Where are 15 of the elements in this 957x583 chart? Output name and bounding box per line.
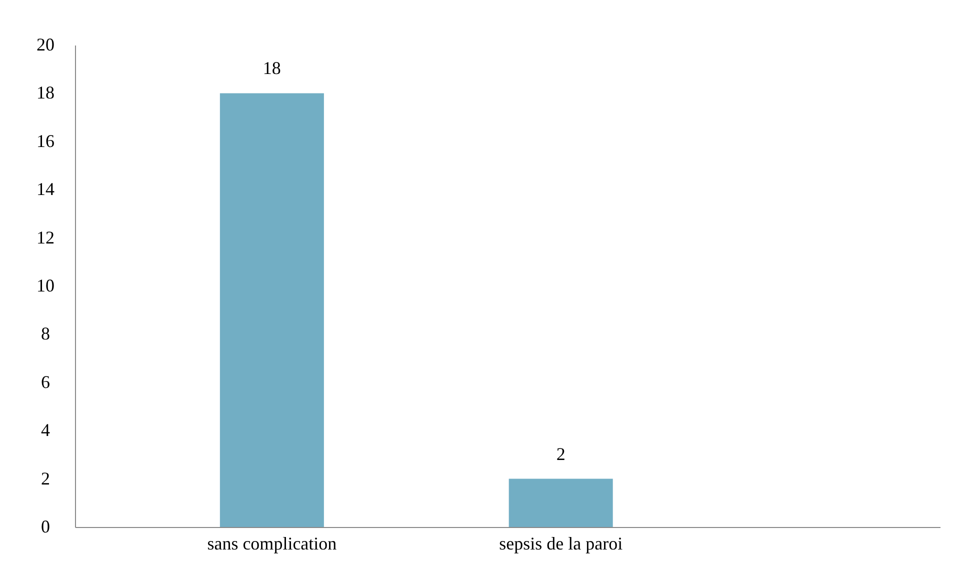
y-tick-label: 6: [41, 372, 50, 392]
y-tick-label: 4: [41, 420, 50, 440]
y-tick-label: 16: [36, 130, 54, 151]
y-tick-label: 14: [36, 179, 54, 200]
y-tick-label: 18: [36, 82, 54, 103]
y-tick-label: 12: [36, 227, 54, 248]
data-label: 18: [262, 58, 281, 78]
x-tick-label: sepsis de la paroi: [499, 534, 623, 554]
data-label: 2: [556, 444, 566, 464]
y-tick-label: 0: [41, 516, 50, 536]
y-tick-label: 8: [41, 324, 50, 344]
y-tick-label: 10: [36, 276, 54, 296]
y-tick-label: 2: [41, 468, 50, 488]
y-tick-label: 20: [36, 34, 54, 54]
x-tick-label: sans complication: [207, 534, 337, 554]
